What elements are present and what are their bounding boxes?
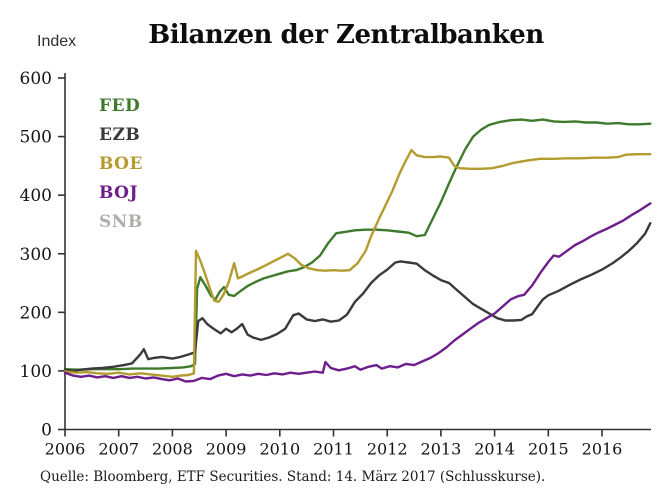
y-tick-label: 500	[20, 128, 52, 148]
x-tick-label: 2008	[152, 440, 193, 459]
y-tick-label: 0	[41, 421, 52, 441]
y-tick-label: 600	[20, 69, 52, 89]
x-tick-label: 2007	[98, 440, 139, 459]
legend-item-boj: BOJ	[99, 183, 139, 203]
x-tick-label: 2011	[313, 440, 354, 459]
series-line-fed	[63, 118, 652, 371]
series-line-ezb	[63, 222, 652, 373]
y-tick-label: 400	[20, 186, 52, 206]
chart-title: Bilanzen der Zentralbanken	[148, 20, 544, 50]
legend-item-fed: FED	[99, 96, 141, 116]
series-line-boe	[63, 148, 652, 378]
y-tick-label: 100	[20, 362, 52, 382]
x-tick-label: 2009	[206, 440, 247, 459]
x-tick-label: 2006	[45, 440, 86, 459]
x-tick-label: 2012	[367, 440, 408, 459]
legend-item-snb: SNB	[99, 212, 143, 232]
legend-item-ezb: EZB	[99, 125, 141, 145]
series-line-boj	[63, 202, 652, 383]
chart-legend: FED EZB BOE BOJ SNB	[99, 92, 143, 237]
legend-item-boe: BOE	[99, 154, 143, 174]
x-tick-label: 2013	[421, 440, 462, 459]
y-tick-label: 200	[20, 303, 52, 323]
y-tick-label: 300	[20, 245, 52, 265]
y-axis-unit-label: Index	[37, 33, 77, 50]
x-tick-label: 2010	[259, 440, 300, 459]
source-note: Quelle: Bloomberg, ETF Securities. Stand…	[40, 469, 546, 485]
x-tick-label: 2014	[474, 440, 515, 459]
x-tick-label: 2015	[528, 440, 569, 459]
x-tick-label: 2016	[582, 440, 623, 459]
